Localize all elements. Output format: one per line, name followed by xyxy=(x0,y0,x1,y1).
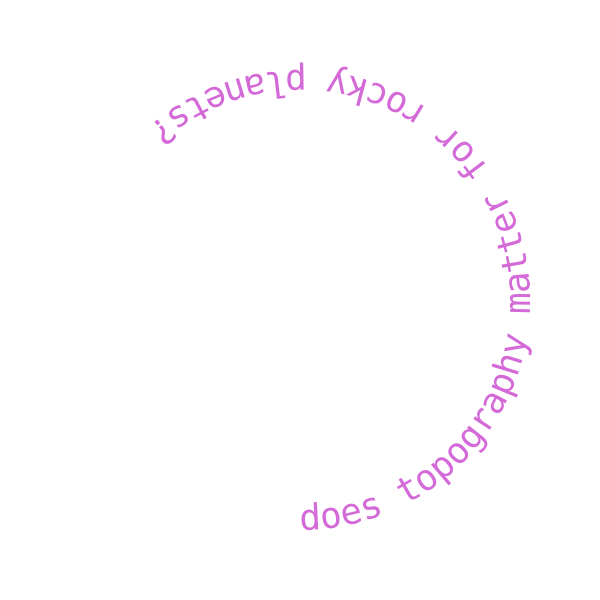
curved-question-text: does topography matter for rocky planets… xyxy=(141,61,539,539)
curved-question-textpath: does topography matter for rocky planets… xyxy=(141,61,539,539)
